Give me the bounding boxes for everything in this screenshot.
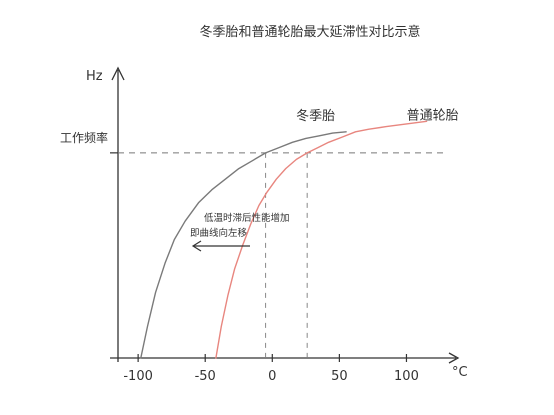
x-tick-label-2: 0 [268, 369, 276, 384]
series-layer: 冬季胎 普通轮胎 [140, 108, 459, 359]
series-label-1: 普通轮胎 [407, 108, 459, 123]
annotation-line-1: 低温时滞后性能增加 [204, 212, 290, 224]
x-tick-label-4: 100 [394, 369, 419, 384]
reference-line-label: 工作频率 [60, 130, 108, 145]
series-label-0: 冬季胎 [296, 108, 335, 124]
annotation-line-2: 即曲线向左移 [190, 227, 248, 239]
x-tick-label-3: 50 [331, 369, 348, 384]
x-axis-label: °C [452, 365, 468, 380]
y-axis-arrow [111, 66, 125, 81]
annotation: 低温时滞后性能增加 即曲线向左移 [190, 212, 290, 252]
reference-lines [110, 152, 445, 358]
x-tick-label-0: -100 [123, 369, 153, 384]
series-line-0 [140, 131, 347, 359]
chart-title: 冬季胎和普通轮胎最大延滞性对比示意 [199, 24, 420, 40]
y-axis-label: Hz [86, 69, 103, 84]
plot-area [110, 66, 460, 364]
x-tick-label-1: -50 [195, 369, 216, 384]
series-line-1 [215, 120, 428, 359]
annotation-arrow-head [191, 240, 202, 252]
x-axis-arrow [448, 352, 460, 364]
x-ticks: -100 -50 0 50 100 [123, 354, 419, 384]
